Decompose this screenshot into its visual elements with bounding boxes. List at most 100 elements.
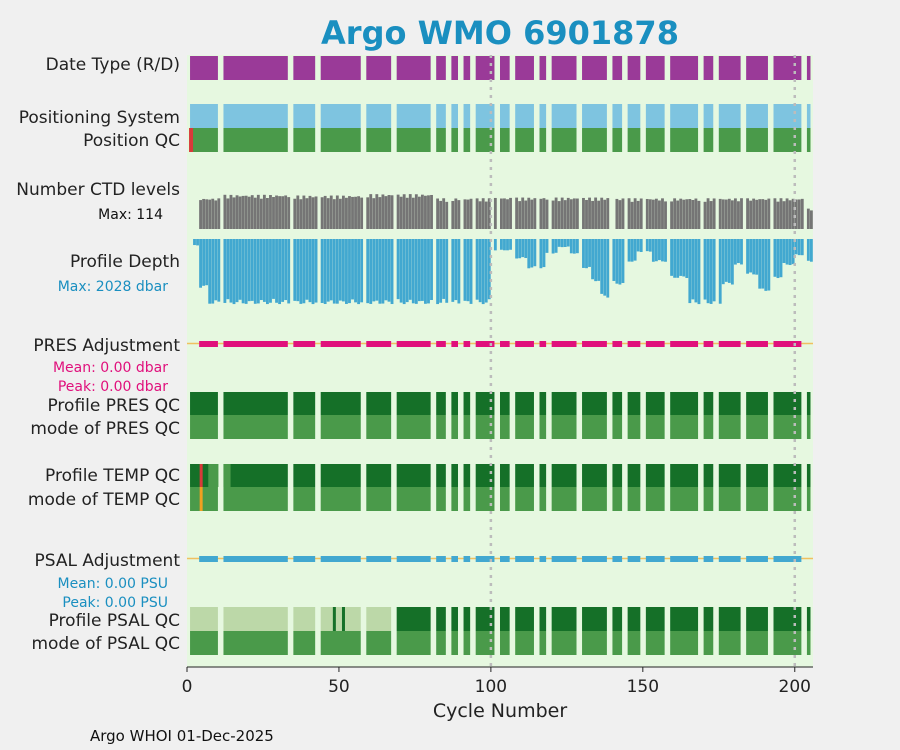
mode-pres-qc-bar-segment: [746, 415, 768, 439]
ctd-level-bar: [487, 198, 491, 229]
profile-temp-qc-bar-segment: [612, 464, 623, 487]
profile-depth-bar: [369, 239, 373, 304]
psal-adjustment-marks-segment: [320, 556, 361, 562]
profile-depth-bar: [427, 239, 430, 304]
label-profile-psal-qc: Profile PSAL QC: [49, 611, 180, 631]
ctd-level-bar: [217, 198, 221, 229]
profile-depth-bar: [214, 239, 218, 301]
profile-depth-bar: [557, 239, 561, 247]
footer-note: Argo WHOI 01-Dec-2025: [90, 727, 274, 745]
profile-depth-bar: [806, 239, 810, 261]
mode-psal-qc-bar-segment: [451, 631, 458, 655]
psal-adjustment-marks-segment: [366, 556, 392, 562]
psal-adjustment-marks-segment: [670, 556, 699, 562]
ctd-level-bar: [582, 197, 585, 229]
mode-psal-qc-bar-segment: [539, 631, 547, 655]
ctd-level-bar: [749, 200, 753, 229]
pres-adjustment-marks-segment: [746, 341, 768, 347]
psal-adjustment-marks-segment: [773, 556, 802, 562]
profile-psal-qc-bar-segment: [451, 607, 458, 631]
profile-depth-bar: [782, 239, 786, 263]
label-profile-pres-qc: Profile PRES QC: [47, 396, 180, 416]
ctd-level-bar: [445, 201, 449, 229]
ctd-level-bar: [694, 198, 698, 229]
mode-psal-qc-bar-segment: [612, 631, 623, 655]
positioning-system-bar-segment: [190, 104, 218, 128]
profile-depth-bar: [591, 239, 595, 280]
ctd-level-bar: [670, 201, 674, 229]
ctd-level-bar: [539, 198, 543, 229]
mode-pres-qc-bar-segment: [582, 415, 607, 439]
mode-psal-qc-bar-segment: [463, 631, 471, 655]
profile-depth-bar: [515, 239, 519, 259]
ctd-level-bar: [560, 197, 564, 229]
profile-pres-qc-bar-segment: [703, 392, 714, 415]
profile-psal-qc-bar-segment: [475, 607, 495, 631]
psal-mean-stat: Mean: 0.00 PSU: [57, 576, 168, 592]
ctd-level-bar: [259, 198, 263, 229]
ctd-level-bar: [785, 198, 789, 229]
profile-depth-bar: [205, 239, 209, 286]
positioning-system-bar-segment: [551, 104, 577, 128]
ctd-level-bar: [208, 199, 212, 229]
pres-adjustment-marks-segment: [451, 341, 458, 347]
profile-temp-qc-bar-segment: [582, 464, 607, 487]
ctd-level-bar: [402, 194, 406, 229]
profile-depth-bar: [314, 239, 318, 303]
position-qc-bar-segment: [500, 128, 510, 152]
profile-pres-qc-bar-segment: [436, 392, 446, 415]
ctd-level-bar: [326, 198, 330, 229]
pres-adjustment-marks-segment: [223, 341, 288, 347]
profile-temp-qc-bar-segment: [320, 464, 361, 487]
ctd-level-bar: [685, 199, 689, 229]
profile-pres-qc-bar-segment: [451, 392, 458, 415]
ctd-level-bar: [676, 200, 680, 229]
profile-depth-bar: [259, 239, 263, 301]
profile-temp-qc-bar-segment: [463, 464, 471, 487]
date-type-bar-segment: [293, 56, 316, 80]
row-stats: Max: 114 Max: 2028 dbar Mean: 0.00 dbar …: [53, 207, 168, 611]
ctd-level-bar: [664, 201, 667, 229]
ctd-level-bar: [375, 194, 379, 229]
ctd-level-bar: [636, 200, 640, 229]
mode-pres-qc-bar-segment: [670, 415, 699, 439]
positioning-system-bar-segment: [627, 104, 641, 128]
x-axis: 0 50 100 150 200 Cycle Number: [182, 666, 813, 722]
positioning-system-bar-segment: [746, 104, 768, 128]
pres-adjustment-marks-segment: [773, 341, 802, 347]
ctd-level-bar: [424, 195, 427, 229]
profile-depth-bar: [618, 239, 622, 285]
profile-psal-qc-bar-segment: [773, 607, 802, 631]
positioning-system-bar-segment: [320, 104, 361, 128]
ctd-level-bar: [281, 196, 285, 229]
position-qc-bar-segment: [551, 128, 577, 152]
profile-depth-bar: [469, 239, 473, 304]
ctd-level-bar: [721, 199, 725, 229]
mode-temp-qc-bar-segment: [773, 487, 802, 511]
mode-temp-qc-bar-segment: [612, 487, 623, 511]
ctd-level-bar: [284, 195, 288, 229]
profile-temp-qc-bar-segment: [551, 464, 577, 487]
profile-temp-qc-bar-segment: [773, 464, 802, 487]
mode-pres-qc-bar-segment: [436, 415, 446, 439]
ctd-level-bar: [287, 197, 291, 229]
x-axis-label: Cycle Number: [433, 700, 567, 722]
profile-psal-qc-bar-segment: [627, 607, 641, 631]
profile-depth-bar: [457, 239, 461, 304]
profile-depth-bar: [487, 239, 491, 300]
profile-depth-bar: [670, 239, 674, 276]
psal-peak-stat: Peak: 0.00 PSU: [62, 595, 168, 611]
ctd-level-bar: [639, 198, 643, 229]
ctd-level-bar: [794, 199, 798, 229]
mode-temp-qc-bar-segment: [670, 487, 699, 511]
ctd-level-bar: [764, 199, 768, 229]
psal-adjustment-marks-segment: [223, 556, 288, 562]
ctd-level-bar: [262, 194, 266, 229]
mode-temp-qc-bar-segment: [475, 487, 495, 511]
profile-pres-qc-bar-segment: [320, 392, 361, 415]
profile-temp-qc-bar-segment: [293, 464, 316, 487]
profile-depth-bar: [575, 239, 579, 254]
date-type-bar-segment: [515, 56, 534, 80]
x-tick-label: 50: [328, 677, 350, 697]
mode-temp-qc-bar-segment: [539, 487, 547, 511]
